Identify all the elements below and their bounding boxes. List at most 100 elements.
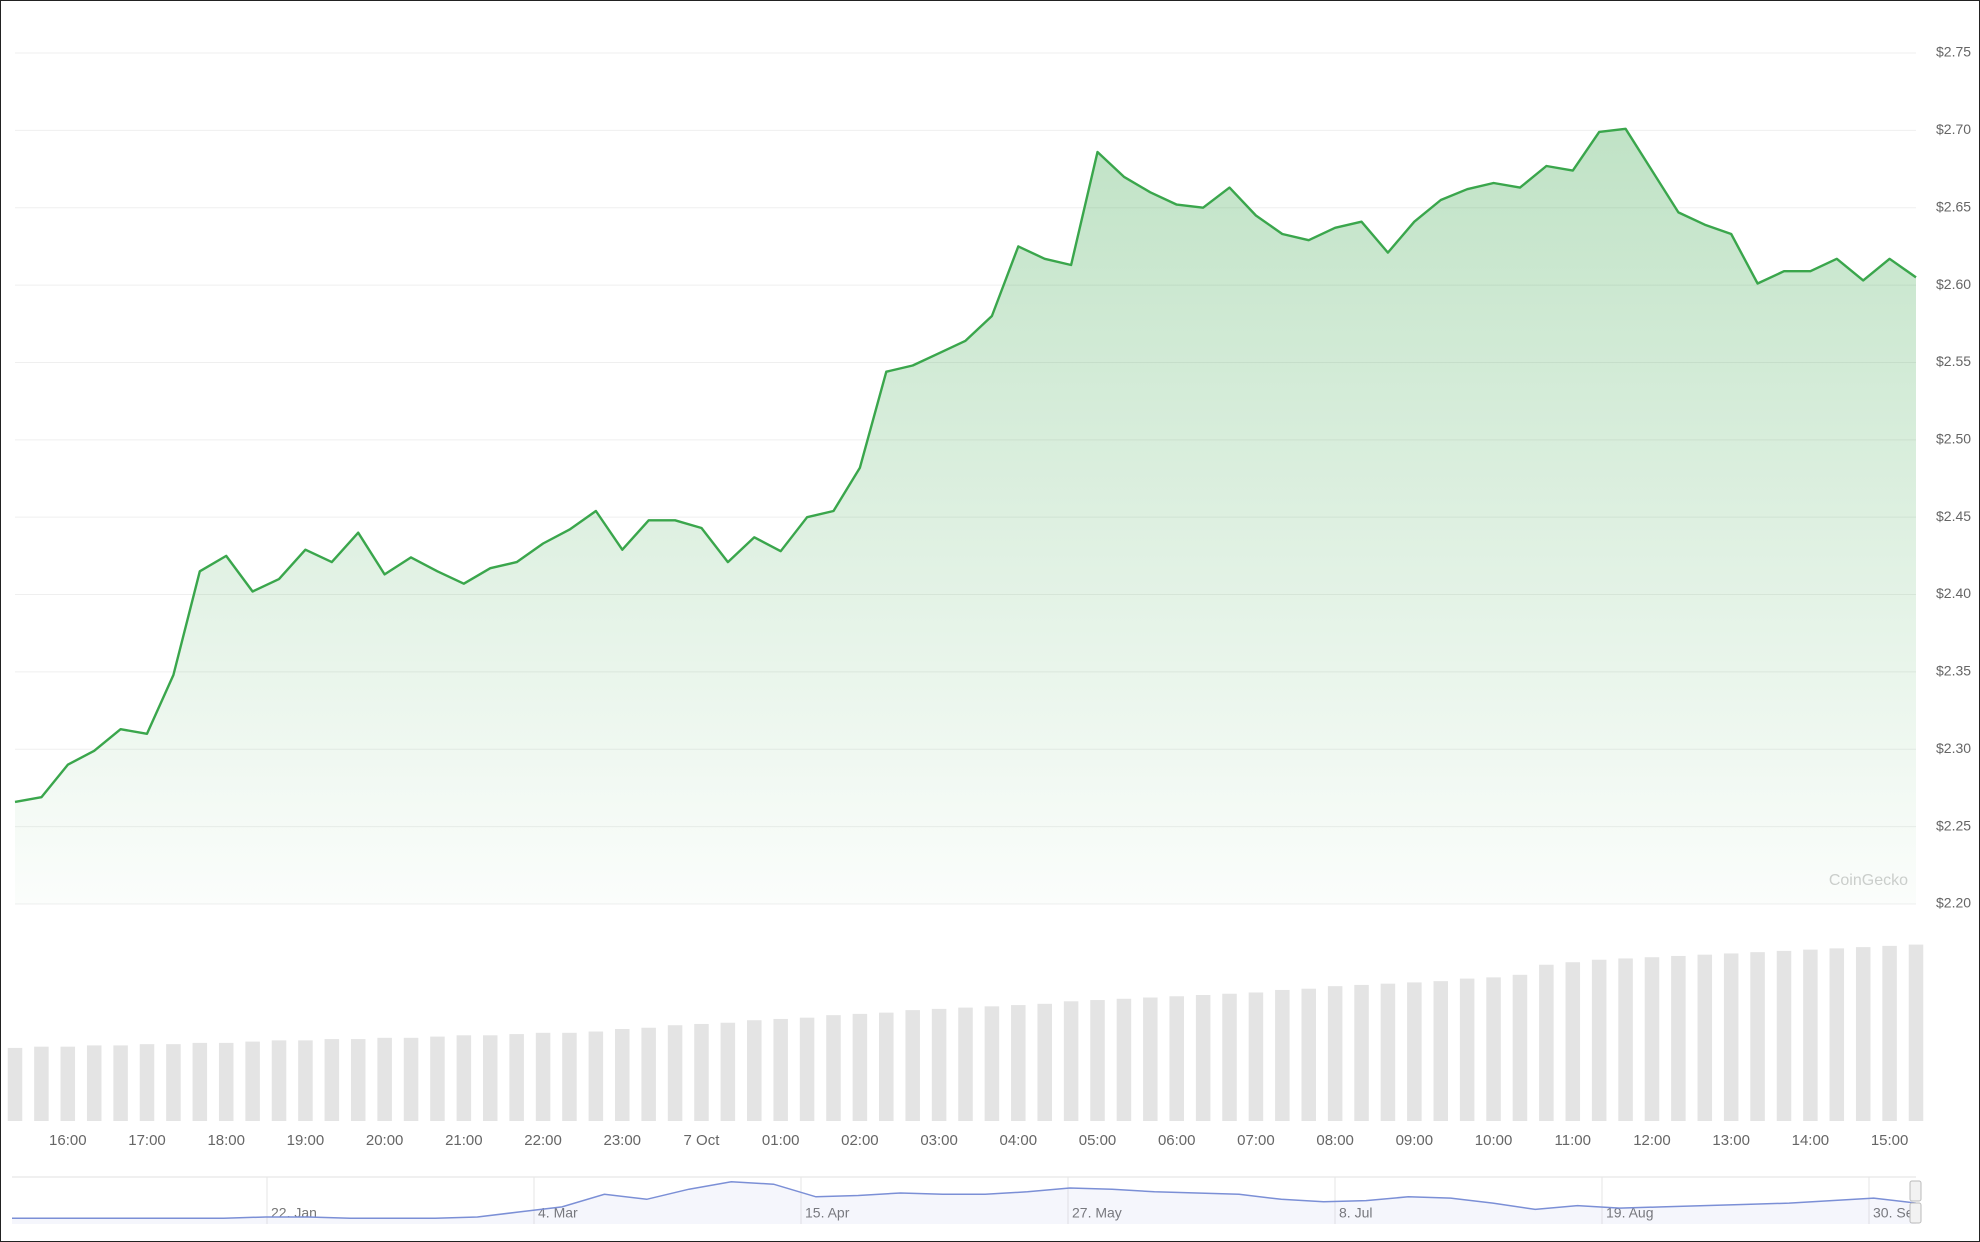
volume-bar xyxy=(1618,958,1633,1121)
navigator-label: 8. Jul xyxy=(1339,1205,1372,1221)
volume-bar xyxy=(1671,955,1686,1121)
volume-bar xyxy=(1011,1005,1026,1121)
volume-bar xyxy=(879,1012,894,1121)
volume-bar xyxy=(1512,974,1528,1121)
volume-bar xyxy=(1222,993,1237,1121)
volume-bar xyxy=(1723,953,1739,1121)
volume-bar xyxy=(1433,981,1449,1121)
volume-bar xyxy=(1486,977,1501,1121)
volume-bar xyxy=(826,1015,841,1121)
volume-bar xyxy=(588,1031,604,1121)
volume-bar xyxy=(86,1045,102,1121)
volume-bar xyxy=(1882,945,1897,1121)
navigator-label: 30. Sep xyxy=(1873,1205,1921,1221)
volume-bar xyxy=(166,1044,181,1121)
x-tick-label: 04:00 xyxy=(1000,1132,1038,1149)
volume-bar xyxy=(324,1039,340,1121)
x-tick-label: 12:00 xyxy=(1633,1132,1671,1149)
x-tick-label: 15:00 xyxy=(1871,1132,1909,1149)
volume-bar xyxy=(430,1036,445,1121)
x-tick-label: 06:00 xyxy=(1158,1132,1196,1149)
volume-bar xyxy=(377,1037,392,1121)
volume-bar xyxy=(720,1022,736,1121)
volume-bar xyxy=(905,1010,920,1121)
volume-bar xyxy=(271,1040,287,1121)
volume-bar xyxy=(1591,959,1607,1121)
volume-bar xyxy=(1090,1000,1105,1121)
volume-bar xyxy=(509,1034,524,1121)
volume-bar xyxy=(456,1035,472,1121)
price-area xyxy=(15,128,1916,905)
volume-bar xyxy=(34,1046,49,1121)
volume-bar xyxy=(799,1017,815,1121)
volume-bar xyxy=(1565,962,1581,1121)
navigator-label: 27. May xyxy=(1072,1205,1122,1221)
volume-bar xyxy=(1037,1003,1052,1121)
x-tick-label: 07:00 xyxy=(1237,1132,1275,1149)
navigator-handle xyxy=(1909,1180,1922,1202)
x-tick-label: 10:00 xyxy=(1475,1132,1513,1149)
volume-bar xyxy=(931,1008,947,1121)
x-tick-label: 13:00 xyxy=(1712,1132,1750,1149)
y-tick-label: $2.65 xyxy=(1936,198,1971,214)
volume-bar xyxy=(7,1047,23,1121)
x-tick-label: 7 Oct xyxy=(684,1132,721,1149)
volume-bar xyxy=(1195,995,1211,1121)
x-tick-label: 09:00 xyxy=(1396,1132,1434,1149)
x-tick-label: 20:00 xyxy=(366,1132,404,1149)
navigator-handle xyxy=(1909,1202,1922,1224)
x-tick-label: 14:00 xyxy=(1792,1132,1830,1149)
y-tick-label: $2.30 xyxy=(1936,740,1971,756)
volume-bar xyxy=(1855,947,1871,1121)
x-tick-label: 11:00 xyxy=(1555,1132,1591,1149)
navigator-area xyxy=(12,1181,1916,1224)
x-tick-label: 16:00 xyxy=(49,1132,87,1149)
x-tick-label: 21:00 xyxy=(445,1132,483,1149)
y-tick-label: $2.35 xyxy=(1936,663,1971,679)
x-tick-label: 02:00 xyxy=(841,1132,879,1149)
volume-bar xyxy=(1143,997,1158,1121)
volume-bar xyxy=(615,1029,630,1121)
volume-bar xyxy=(667,1025,683,1121)
volume-bar xyxy=(1459,978,1475,1121)
x-tick-label: 03:00 xyxy=(920,1132,958,1149)
x-tick-label: 05:00 xyxy=(1079,1132,1117,1149)
volume-bar xyxy=(1776,950,1792,1121)
volume-bar xyxy=(1539,964,1554,1121)
y-tick-label: $2.20 xyxy=(1936,895,1971,911)
volume-bar xyxy=(1750,952,1765,1121)
volume-bar xyxy=(192,1042,208,1121)
x-tick-label: 19:00 xyxy=(287,1132,325,1149)
volume-bar xyxy=(1380,983,1396,1121)
volume-bar xyxy=(535,1032,551,1121)
volume-bar xyxy=(852,1013,868,1121)
volume-bar xyxy=(1803,949,1818,1121)
volume-bar xyxy=(218,1042,234,1121)
volume-bar xyxy=(562,1032,577,1121)
volume-bar xyxy=(1169,996,1184,1121)
volume-bar xyxy=(1116,998,1132,1121)
price-line xyxy=(14,127,1917,804)
volume-bar xyxy=(482,1035,498,1121)
x-tick-label: 08:00 xyxy=(1316,1132,1354,1149)
navigator-line xyxy=(12,1180,1917,1219)
y-tick-label: $2.55 xyxy=(1936,353,1971,369)
navigator-label: 15. Apr xyxy=(805,1205,850,1221)
x-tick-label: 23:00 xyxy=(603,1132,641,1149)
volume-bar xyxy=(298,1040,313,1121)
volume-bar xyxy=(1644,957,1660,1121)
volume-bar xyxy=(1327,986,1343,1121)
volume-bar xyxy=(1063,1001,1079,1121)
volume-bar xyxy=(1697,954,1713,1121)
volume-bar xyxy=(1301,988,1316,1121)
x-tick-label: 17:00 xyxy=(128,1132,166,1149)
volume-bar xyxy=(403,1037,419,1121)
y-tick-label: $2.75 xyxy=(1936,44,1971,60)
volume-bar xyxy=(350,1039,366,1121)
volume-bar xyxy=(641,1027,656,1121)
volume-bar xyxy=(1275,989,1290,1121)
volume-bar xyxy=(1908,944,1924,1121)
y-tick-label: $2.45 xyxy=(1936,508,1971,524)
